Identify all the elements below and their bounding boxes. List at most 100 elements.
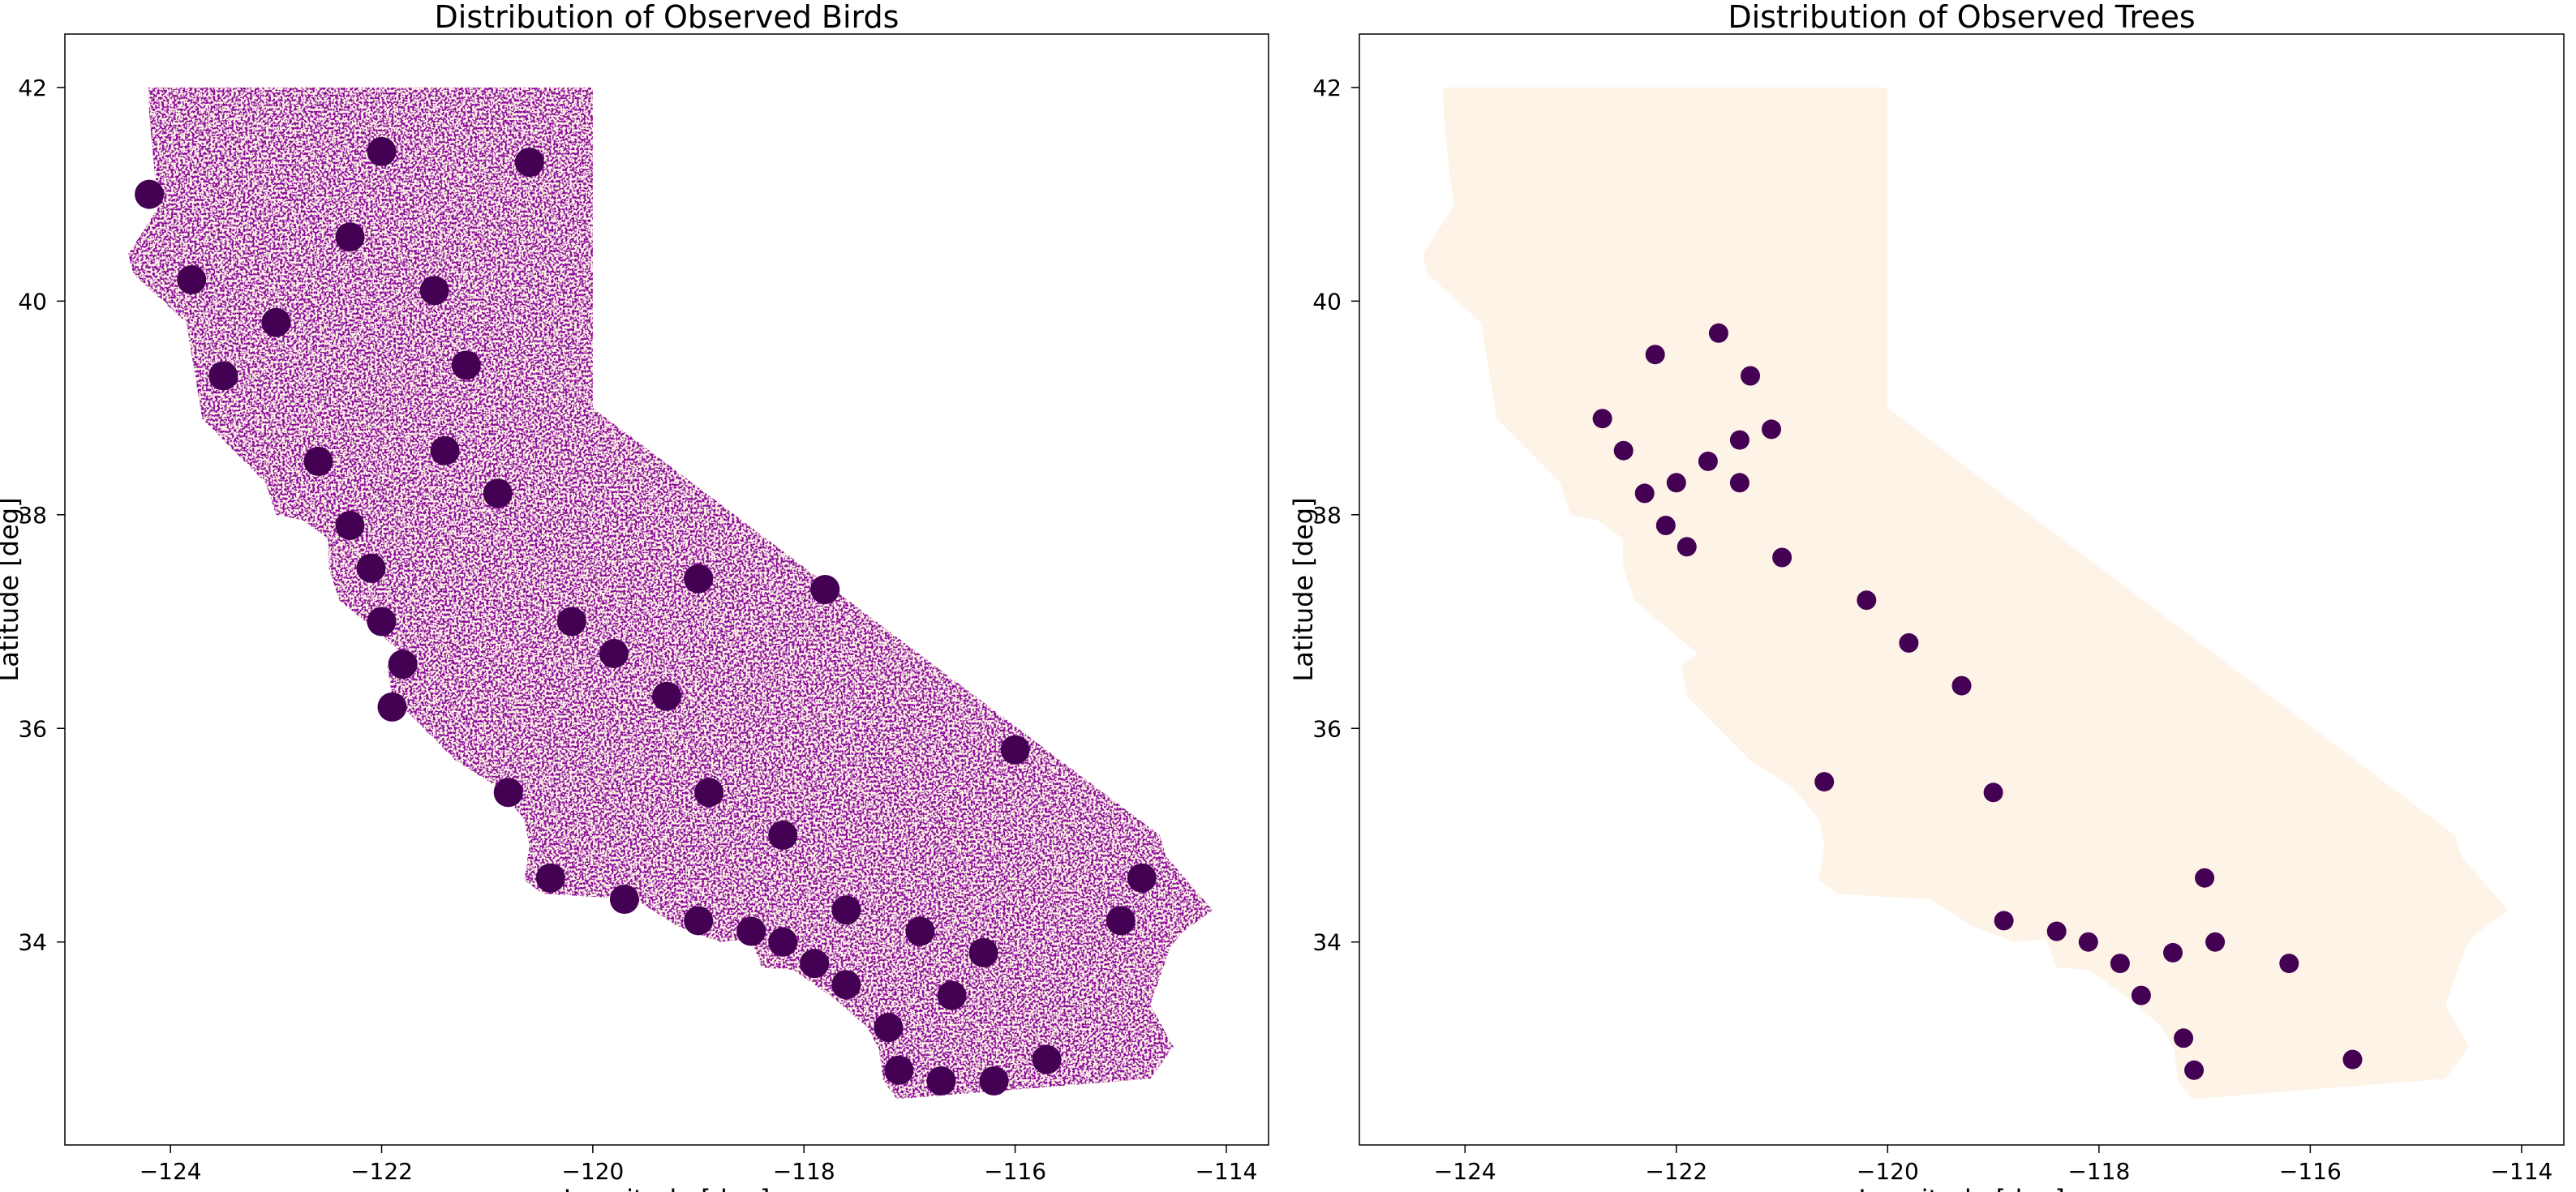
observation-point — [430, 435, 460, 465]
observation-point — [2205, 932, 2226, 952]
y-tick-label: 36 — [1312, 715, 1342, 742]
x-tick-label: −124 — [140, 1158, 202, 1185]
observation-point — [1741, 366, 1760, 386]
y-axis-label: Latitude [deg] — [0, 497, 24, 681]
y-tick-label: 38 — [1312, 502, 1342, 529]
observation-point — [356, 553, 386, 583]
observation-point — [1666, 473, 1686, 493]
y-tick-label: 38 — [18, 502, 47, 529]
observation-point — [684, 906, 714, 936]
observation-point — [303, 446, 333, 476]
observation-series — [1592, 323, 2363, 1080]
observation-point — [556, 607, 586, 637]
observation-point — [768, 927, 798, 957]
y-tick-label: 40 — [18, 288, 47, 315]
observation-point — [1899, 632, 1919, 653]
observation-point — [810, 575, 840, 604]
observation-point — [208, 361, 238, 391]
observation-point — [937, 980, 967, 1010]
observation-point — [2046, 921, 2067, 941]
observation-point — [2279, 954, 2299, 974]
x-axis-label: Longitude [deg] — [564, 1184, 771, 1192]
observation-point — [1814, 772, 1835, 792]
observation-point — [874, 1013, 904, 1043]
observation-point — [135, 179, 165, 209]
observation-point — [831, 970, 861, 1000]
observation-point — [2195, 868, 2215, 888]
y-tick-label: 36 — [18, 715, 47, 742]
observation-point — [979, 1066, 1009, 1096]
observation-point — [483, 478, 513, 508]
birds-panel: Distribution of Observed Birds −124 −122 −1… — [0, 0, 1269, 1192]
observation-point — [177, 265, 207, 294]
x-tick-label: −122 — [350, 1158, 413, 1185]
observation-point — [1106, 906, 1136, 936]
y-tick-label: 34 — [1312, 929, 1342, 956]
y-tick-label: 42 — [1312, 75, 1342, 101]
x-tick-label: −116 — [2279, 1158, 2342, 1185]
observation-point — [694, 778, 724, 808]
observation-point — [1983, 783, 2003, 803]
observation-point — [1729, 430, 1750, 450]
observation-point — [2131, 985, 2151, 1005]
observation-point — [1772, 547, 1792, 568]
x-tick-label: −116 — [984, 1158, 1046, 1185]
observation-point — [1634, 483, 1655, 504]
region-area — [1423, 87, 2508, 1100]
observation-point — [2078, 932, 2098, 952]
x-tick-label: −120 — [561, 1158, 624, 1185]
x-tick-label: −120 — [1857, 1158, 1919, 1185]
observation-point — [800, 949, 830, 979]
observation-point — [419, 276, 449, 306]
chart-title: Distribution of Observed Trees — [1728, 0, 2195, 35]
observation-point — [1994, 911, 2014, 931]
chart-title: Distribution of Observed Birds — [435, 0, 899, 35]
observation-point — [1613, 440, 1634, 461]
observation-point — [1645, 345, 1665, 365]
observation-point — [535, 863, 565, 893]
observation-point — [1698, 451, 1718, 471]
observation-point — [514, 148, 544, 178]
y-tick-label: 42 — [18, 75, 47, 101]
observation-point — [1729, 473, 1750, 493]
observation-point — [1127, 863, 1157, 893]
observation-point — [1677, 537, 1697, 557]
observation-point — [261, 307, 291, 337]
observation-point — [367, 607, 397, 637]
axes-frame — [1359, 33, 2565, 1146]
x-tick-label: −118 — [773, 1158, 835, 1185]
observation-point — [335, 511, 365, 540]
observation-point — [2184, 1060, 2205, 1080]
observation-point — [2163, 942, 2183, 963]
observation-point — [1655, 516, 1676, 535]
observation-point — [1592, 409, 1612, 429]
y-tick-label: 34 — [18, 929, 47, 956]
observation-point — [377, 692, 407, 722]
observation-point — [1032, 1044, 1062, 1074]
y-axis-label: Latitude [deg] — [1288, 497, 1319, 681]
observation-point — [1000, 735, 1030, 765]
observation-point — [609, 885, 639, 914]
observation-point — [1708, 323, 1728, 343]
x-tick-label: −114 — [2490, 1158, 2552, 1185]
x-tick-label: −118 — [2067, 1158, 2130, 1185]
observation-point — [2342, 1049, 2363, 1070]
x-tick-label: −124 — [1434, 1158, 1496, 1185]
trees-panel: Distribution of Observed Trees −124 −122 −1… — [1288, 0, 2565, 1192]
observation-point — [768, 821, 798, 850]
observation-point — [1762, 419, 1781, 439]
observation-speckle — [128, 87, 1213, 1100]
observation-series — [135, 136, 1157, 1096]
x-tick-label: −114 — [1195, 1158, 1257, 1185]
observation-point — [335, 222, 365, 252]
observation-point — [493, 778, 523, 808]
observation-point — [599, 639, 629, 668]
observation-point — [1951, 675, 1972, 696]
observation-point — [367, 136, 397, 166]
observation-point — [451, 350, 481, 380]
x-tick-label: −122 — [1645, 1158, 1707, 1185]
observation-point — [684, 564, 714, 594]
observation-point — [388, 650, 418, 680]
observation-point — [652, 681, 681, 711]
